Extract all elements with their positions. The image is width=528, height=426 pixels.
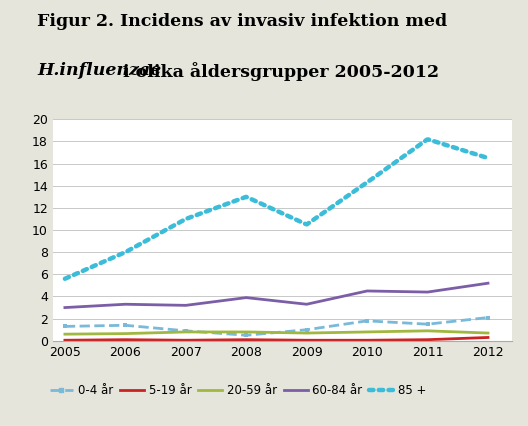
Text: Figur 2. Incidens av invasiv infektion med: Figur 2. Incidens av invasiv infektion m… xyxy=(37,13,447,30)
Text: i olika åldersgrupper 2005-2012: i olika åldersgrupper 2005-2012 xyxy=(117,62,439,81)
Legend: 0-4 år, 5-19 år, 20-59 år, 60-84 år, 85 +: 0-4 år, 5-19 år, 20-59 år, 60-84 år, 85 … xyxy=(50,384,426,397)
Text: H.influenzae: H.influenzae xyxy=(37,62,161,79)
